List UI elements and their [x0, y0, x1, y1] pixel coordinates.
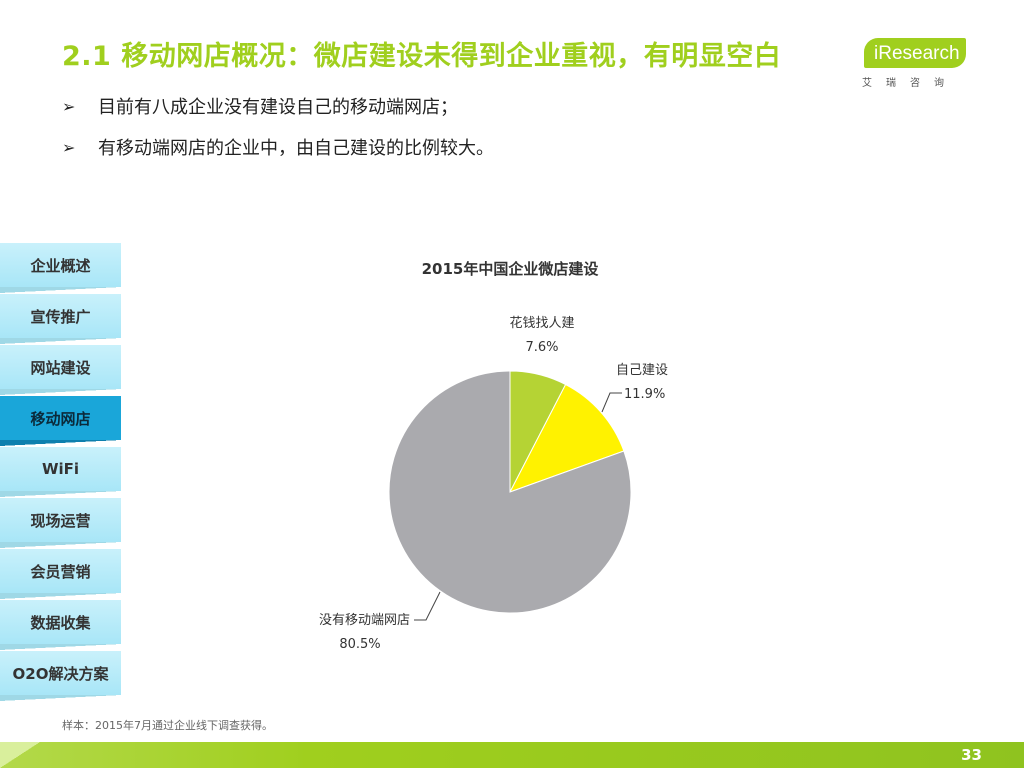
logo-badge: iResearch: [864, 38, 966, 68]
section-nav: 企业概述 宣传推广 网站建设 移动网店 WiFi 现场运营 会员营销 数据收集 …: [0, 243, 124, 702]
nav-item-mobile-store[interactable]: 移动网店: [0, 396, 121, 446]
logo-subtitle: 艾瑞咨询: [862, 78, 958, 89]
footer-bar: 33: [0, 742, 1024, 768]
slice-label-0: 花钱找人建: [509, 315, 574, 331]
page-number: 33: [961, 746, 982, 764]
logo-brand: iResearch: [874, 43, 960, 64]
bullet-text: 目前有八成企业没有建设自己的移动端网店；: [98, 97, 458, 118]
slice-value-0: 7.6%: [525, 340, 558, 355]
bullet-item: ➢ 目前有八成企业没有建设自己的移动端网店；: [62, 94, 494, 119]
nav-item-onsite-ops[interactable]: 现场运营: [0, 498, 121, 548]
leader-line-1: [601, 392, 622, 413]
nav-item-website[interactable]: 网站建设: [0, 345, 121, 395]
slice-label-2: 没有移动端网店: [319, 613, 410, 628]
slice-label-1: 自己建设: [616, 363, 668, 378]
slice-value-1: 11.9%: [624, 387, 665, 402]
page-title: 2.1 移动网店概况：微店建设未得到企业重视，有明显空白: [62, 41, 782, 72]
pie-slice-2: [388, 370, 632, 614]
arrow-bullet-icon: ➢: [62, 96, 76, 116]
bullet-text: 有移动端网店的企业中，由自己建设的比例较大。: [98, 138, 494, 159]
iresearch-logo: iResearch 艾瑞咨询: [858, 36, 970, 92]
nav-item-member-marketing[interactable]: 会员营销: [0, 549, 121, 599]
nav-item-data-collection[interactable]: 数据收集: [0, 600, 121, 650]
pie-slice-1: [508, 383, 625, 493]
nav-item-wifi[interactable]: WiFi: [0, 447, 121, 497]
chart-title: 2015年中国企业微店建设: [421, 260, 599, 278]
nav-item-o2o-solution[interactable]: O2O解决方案: [0, 651, 121, 701]
nav-item-company-overview[interactable]: 企业概述: [0, 243, 121, 293]
pie-chart: 花钱找人建 7.6% 自己建设 11.9% 没有移动端网店 80.5%: [319, 315, 668, 652]
bullet-list: ➢ 目前有八成企业没有建设自己的移动端网店； ➢ 有移动端网店的企业中，由自己建…: [62, 94, 494, 176]
arrow-bullet-icon: ➢: [62, 137, 76, 157]
leader-line-2: [414, 591, 441, 621]
slice-value-2: 80.5%: [339, 637, 380, 652]
bullet-item: ➢ 有移动端网店的企业中，由自己建设的比例较大。: [62, 135, 494, 160]
nav-item-promotion[interactable]: 宣传推广: [0, 294, 121, 344]
footnote: 样本：2015年7月通过企业线下调查获得。: [62, 719, 273, 732]
